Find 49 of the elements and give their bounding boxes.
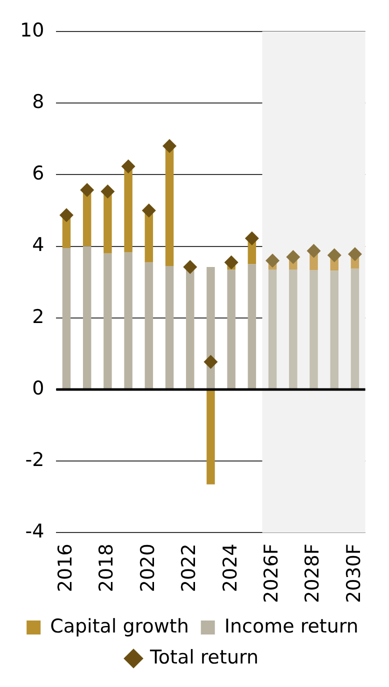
bar	[248, 264, 256, 389]
bar	[165, 266, 174, 389]
bar	[227, 270, 236, 389]
bar	[144, 262, 154, 389]
y-tick-label: 0	[32, 377, 44, 400]
point	[162, 138, 177, 153]
x-tick-label: 2020	[136, 544, 159, 592]
point	[306, 244, 321, 258]
point	[266, 254, 280, 268]
x-tick-label: 2022	[178, 544, 200, 592]
point	[183, 260, 198, 274]
point	[327, 248, 342, 262]
bar	[206, 267, 215, 389]
bar	[62, 248, 71, 389]
bar	[330, 270, 338, 389]
y-tick-label: 8	[32, 90, 44, 113]
point	[80, 183, 94, 198]
y-tick-label: -4	[25, 520, 44, 543]
bar	[124, 252, 132, 389]
x-tick-label: 2030F	[342, 544, 365, 604]
x-tick-label: 2016	[54, 544, 76, 592]
bar	[82, 246, 92, 389]
x-tick-label: 2028F	[302, 544, 324, 604]
legend-label: Capital growth	[50, 615, 189, 638]
point	[244, 231, 259, 246]
point	[142, 203, 156, 218]
y-tick-label: -2	[25, 449, 44, 472]
point	[286, 250, 300, 264]
x-tick-label: 2026F	[260, 544, 282, 604]
legend-label: Income return	[224, 615, 358, 638]
point	[348, 247, 362, 262]
y-tick-label: 2	[32, 306, 44, 328]
point	[204, 354, 218, 369]
x-tick-label: 2024	[219, 544, 242, 592]
bar	[206, 390, 215, 484]
point	[100, 184, 115, 198]
point	[121, 159, 136, 174]
bar	[104, 253, 112, 389]
bar	[350, 268, 360, 389]
y-tick-label: 6	[32, 162, 44, 185]
bar	[268, 270, 277, 389]
point	[224, 255, 238, 270]
y-tick-label: 4	[32, 234, 44, 256]
point	[59, 208, 74, 222]
y-tick-label: 10	[20, 19, 44, 42]
bar	[289, 270, 298, 389]
x-tick-label: 2018	[96, 544, 118, 592]
bar	[310, 270, 318, 389]
legend-label: Total return	[148, 646, 259, 668]
